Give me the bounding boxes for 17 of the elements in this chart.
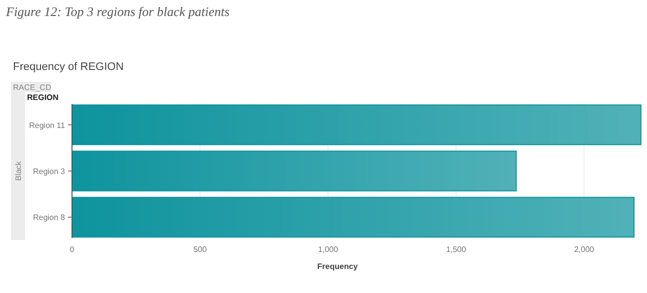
text: Black	[14, 160, 23, 181]
caption: Figure 12: Top 3 regions for black patients	[5, 4, 230, 19]
bar	[72, 150, 517, 192]
bar	[72, 104, 642, 146]
x-tick-label: 0	[70, 245, 75, 254]
y-tick-label: Region 11	[29, 120, 66, 130]
x-axis-title: Frequency	[317, 262, 358, 271]
x-tick-label: 2,000	[574, 245, 595, 254]
x-tick-label: 1,000	[318, 245, 339, 254]
x-tick-label: 500	[193, 245, 208, 254]
x-tick-label: 1,500	[446, 245, 467, 254]
bar	[72, 196, 635, 238]
chart-title: Frequency of REGION	[13, 61, 124, 73]
y-tick-label: Region 3	[32, 167, 66, 176]
y-axis-title: REGION	[27, 93, 59, 102]
text: RACE_CD	[13, 83, 52, 92]
y-tick-label: Region 8	[32, 213, 66, 222]
